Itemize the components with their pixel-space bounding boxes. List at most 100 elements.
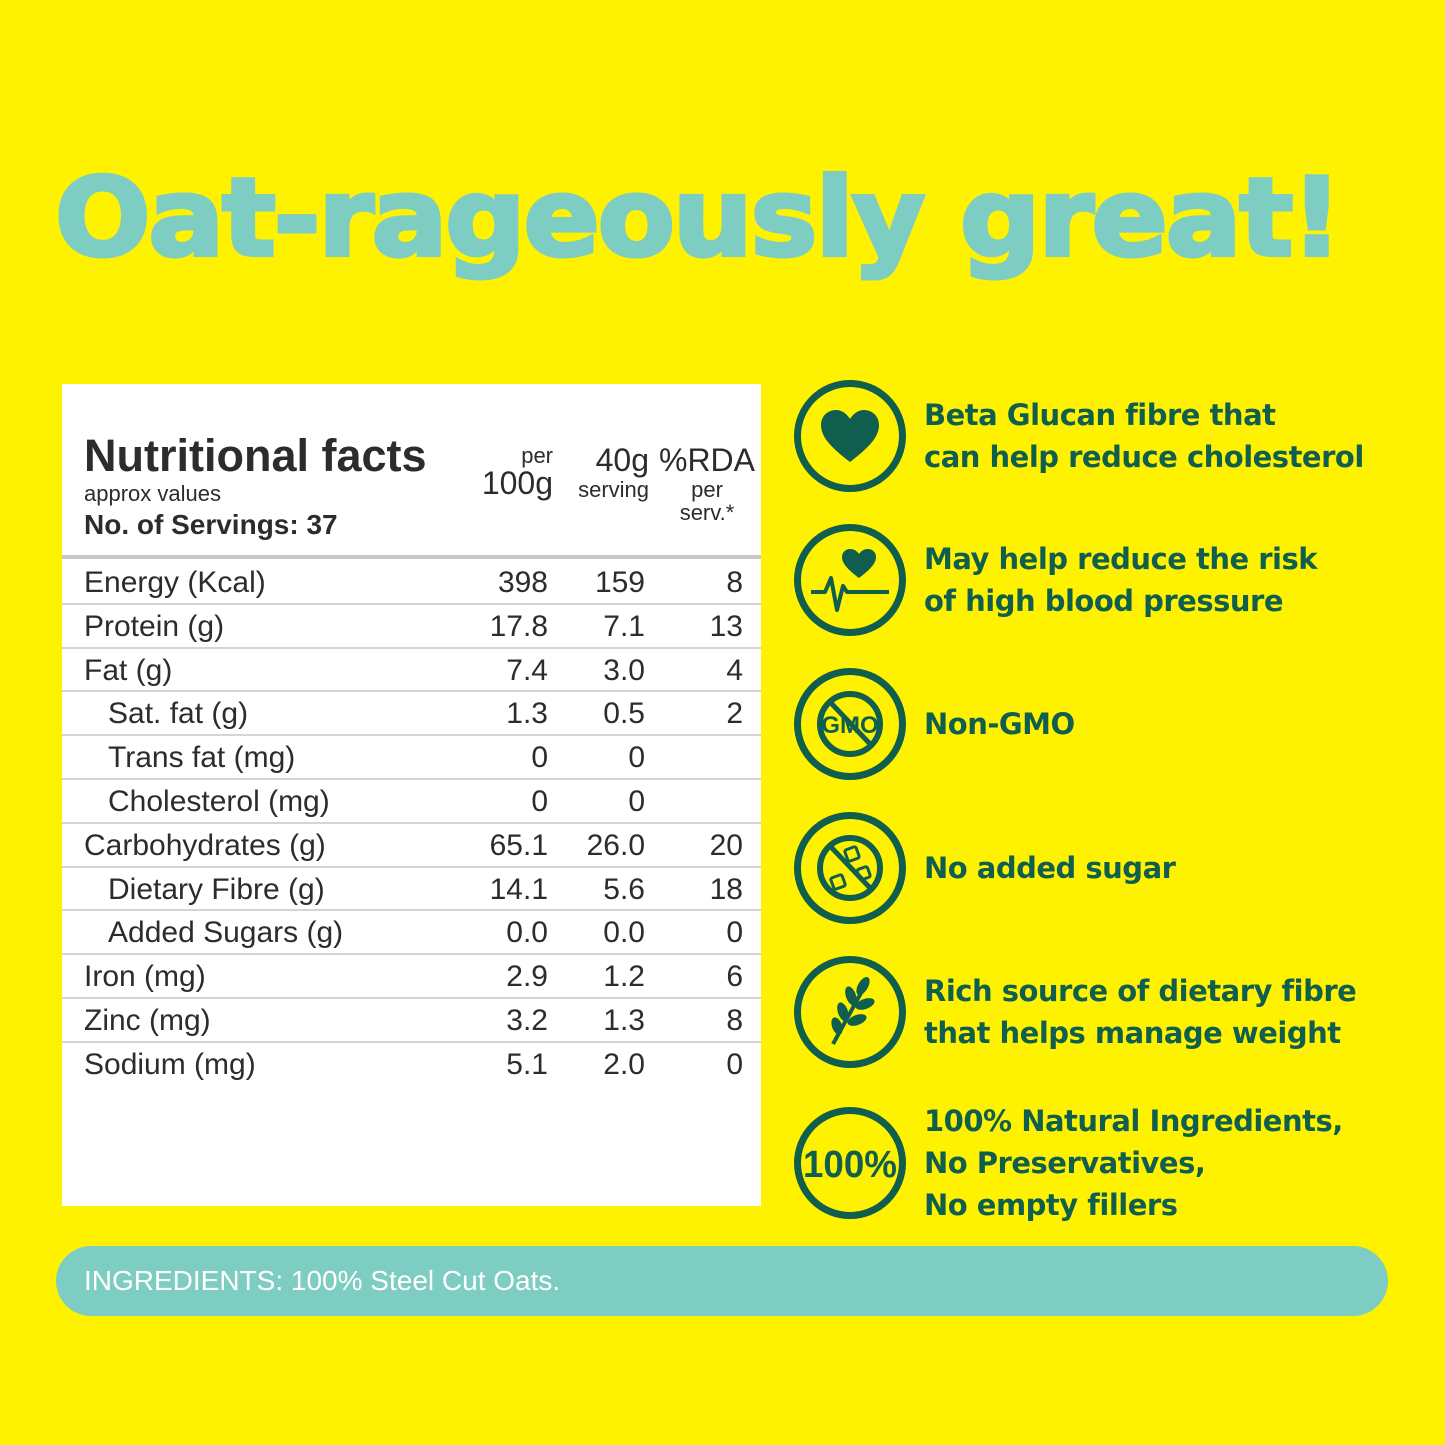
benefit-line: that helps manage weight	[924, 1016, 1341, 1050]
value-per-100g: 65.1	[489, 828, 548, 862]
benefit-line: Beta Glucan fibre that	[924, 398, 1276, 432]
benefit-text: 100% Natural Ingredients, No Preservativ…	[924, 1100, 1343, 1226]
value-per-serving: 0.0	[603, 916, 645, 950]
nutrient-label: Added Sugars (g)	[108, 916, 344, 950]
benefit-line: May help reduce the risk	[924, 542, 1318, 576]
benefit-item: No added sugar	[794, 812, 1176, 924]
value-per-serving: 3.0	[603, 653, 645, 687]
value-rda: 2	[726, 697, 743, 731]
value-per-serving: 0	[628, 784, 645, 818]
benefit-line: Rich source of dietary fibre	[924, 974, 1357, 1008]
nutrition-facts-panel: Nutritional facts approx values No. of S…	[62, 384, 761, 1206]
heartbeat-icon	[794, 524, 906, 636]
value-rda: 13	[709, 609, 743, 643]
value-per-100g: 0	[531, 784, 548, 818]
nutrition-header: Nutritional facts approx values No. of S…	[62, 384, 761, 559]
value-per-100g: 398	[497, 566, 548, 599]
value-per-serving: 2.0	[603, 1047, 645, 1081]
table-row: Sodium (mg) 5.1 2.0 0	[62, 1043, 761, 1087]
column-header-line: 100g	[481, 465, 553, 502]
table-row: Sat. fat (g) 1.3 0.5 2	[62, 692, 761, 737]
benefit-line: can help reduce cholesterol	[924, 440, 1364, 474]
nutrient-label: Trans fat (mg)	[108, 741, 296, 775]
table-row: Trans fat (mg) 0 0	[62, 736, 761, 780]
nutrient-label: Protein (g)	[84, 609, 225, 643]
column-header-line: serving	[578, 476, 649, 502]
nutrient-label: Dietary Fibre (g)	[108, 872, 325, 906]
nutrient-label: Iron (mg)	[84, 960, 206, 994]
column-header-line: serv.*	[679, 499, 735, 525]
value-rda: 8	[726, 1003, 743, 1037]
column-header-line: %RDA	[658, 442, 755, 478]
heart-icon	[794, 380, 906, 492]
benefit-line: No empty fillers	[924, 1188, 1178, 1222]
value-rda: 18	[709, 872, 743, 906]
nutrient-label: Zinc (mg)	[84, 1003, 211, 1037]
nutrient-label: Carbohydrates (g)	[84, 828, 326, 862]
value-per-serving: 7.1	[603, 609, 645, 643]
ingredients-text: INGREDIENTS: 100% Steel Cut Oats.	[84, 1265, 561, 1296]
nutrition-title: Nutritional facts	[84, 430, 427, 481]
value-per-serving: 26.0	[586, 828, 645, 862]
value-per-100g: 0	[531, 741, 548, 775]
svg-text:100%: 100%	[803, 1144, 897, 1186]
value-per-100g: 17.8	[489, 609, 548, 643]
benefit-line: Non-GMO	[924, 707, 1075, 741]
table-row: Energy (Kcal) 398 159 8	[62, 561, 761, 605]
value-per-serving: 1.2	[603, 960, 645, 994]
benefit-text: May help reduce the risk of high blood p…	[924, 538, 1318, 622]
value-rda: 6	[726, 960, 743, 994]
hundred-percent-icon: 100%	[794, 1107, 906, 1219]
column-header-line: per	[521, 443, 553, 468]
nutrient-label: Fat (g)	[84, 653, 173, 687]
value-rda: 20	[709, 828, 743, 862]
nutrient-label: Cholesterol (mg)	[108, 784, 330, 818]
value-per-serving: 5.6	[603, 872, 645, 906]
value-per-serving: 1.3	[603, 1003, 645, 1037]
wheat-icon	[794, 956, 906, 1068]
column-header-line: per	[691, 476, 723, 502]
value-per-100g: 7.4	[506, 653, 548, 687]
nutrient-label: Sat. fat (g)	[108, 697, 249, 731]
benefit-line: No added sugar	[924, 851, 1176, 885]
table-row: Added Sugars (g) 0.0 0.0 0	[62, 911, 761, 956]
value-per-100g: 14.1	[489, 872, 548, 906]
column-header-rda: %RDA per serv.*	[658, 442, 755, 525]
benefit-item: May help reduce the risk of high blood p…	[794, 524, 1318, 636]
table-row: Zinc (mg) 3.2 1.3 8	[62, 999, 761, 1043]
column-header-line: 40g	[595, 442, 649, 478]
value-per-serving: 159	[594, 566, 645, 599]
column-header-serving: 40g serving	[578, 442, 649, 502]
benefit-text: Non-GMO	[924, 703, 1075, 745]
table-row: Iron (mg) 2.9 1.2 6	[62, 955, 761, 999]
benefit-line: No Preservatives,	[924, 1146, 1206, 1180]
table-row: Carbohydrates (g) 65.1 26.0 20	[62, 824, 761, 868]
ingredients-bar: INGREDIENTS: 100% Steel Cut Oats.	[56, 1246, 1388, 1316]
table-row: Dietary Fibre (g) 14.1 5.6 18	[62, 868, 761, 912]
nutrient-label: Energy (Kcal)	[84, 566, 266, 599]
column-header-per-100g: per 100g	[482, 444, 553, 501]
no-sugar-icon	[794, 812, 906, 924]
nutrition-subtitle: approx values	[84, 481, 221, 506]
value-rda: 0	[726, 1047, 743, 1081]
table-row: Fat (g) 7.4 3.0 4	[62, 649, 761, 693]
servings-count: No. of Servings: 37	[84, 509, 338, 540]
value-per-100g: 1.3	[506, 697, 548, 731]
benefit-text: Rich source of dietary fibre that helps …	[924, 970, 1357, 1054]
value-per-100g: 0.0	[506, 916, 548, 950]
value-rda: 4	[726, 653, 743, 687]
benefit-line: of high blood pressure	[924, 584, 1284, 618]
value-per-serving: 0.5	[603, 697, 645, 731]
benefit-item: GMO Non-GMO	[794, 668, 1075, 780]
benefit-item: Beta Glucan fibre that can help reduce c…	[794, 380, 1364, 492]
benefit-line: 100% Natural Ingredients,	[924, 1104, 1343, 1138]
value-per-100g: 3.2	[506, 1003, 548, 1037]
benefit-text: Beta Glucan fibre that can help reduce c…	[924, 394, 1364, 478]
benefit-item: Rich source of dietary fibre that helps …	[794, 956, 1357, 1068]
headline: Oat-rageously great!	[53, 156, 1344, 281]
nutrition-table: Energy (Kcal) 398 159 8 Protein (g) 17.8 7.1 1…	[62, 561, 761, 1087]
nutrient-label: Sodium (mg)	[84, 1047, 256, 1081]
benefit-text: No added sugar	[924, 847, 1176, 889]
value-rda: 8	[726, 566, 743, 599]
value-rda: 0	[726, 916, 743, 950]
